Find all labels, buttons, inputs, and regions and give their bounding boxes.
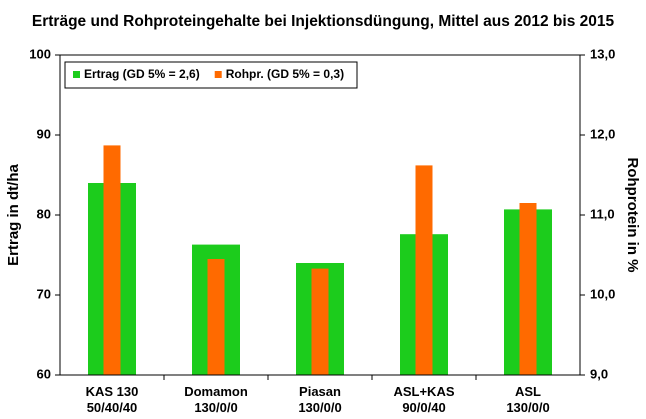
x-tick-label: ASL+KAS 90/0/40 bbox=[393, 384, 454, 415]
legend-label: Ertrag (GD 5% = 2,6) bbox=[84, 67, 200, 81]
x-tick-label-line: 130/0/0 bbox=[298, 400, 341, 415]
x-tick-label: Domamon 130/0/0 bbox=[184, 384, 248, 415]
bar bbox=[311, 268, 329, 375]
plot-frame bbox=[59, 54, 581, 376]
x-tick-label-line: 90/0/40 bbox=[402, 400, 445, 415]
y-tick-label: 90 bbox=[37, 126, 51, 141]
chart-title: Erträge und Rohproteingehalte bei Injekt… bbox=[32, 13, 615, 30]
bar bbox=[103, 145, 121, 375]
bar bbox=[415, 165, 433, 375]
y-tick-label: 60 bbox=[37, 366, 51, 381]
x-tick-label-line: KAS 130 bbox=[86, 384, 139, 399]
x-tick-label-line: Domamon bbox=[184, 384, 248, 399]
x-tick-label: KAS 130 50/40/40 bbox=[86, 384, 139, 415]
y2-tick-label: 9,0 bbox=[590, 366, 608, 381]
legend-swatch bbox=[214, 71, 222, 78]
legend-label: Rohpr. (GD 5% = 0,3) bbox=[226, 67, 344, 81]
y-tick-label: 80 bbox=[37, 206, 51, 221]
y-tick-label: 70 bbox=[37, 286, 51, 301]
bar bbox=[207, 259, 225, 375]
y-tick-label: 100 bbox=[29, 46, 51, 61]
legend-swatch bbox=[73, 71, 80, 78]
x-tick-label-line: Piasan bbox=[299, 384, 341, 399]
y2-tick-label: 13,0 bbox=[590, 46, 615, 61]
x-tick-label-line: ASL+KAS bbox=[393, 384, 454, 399]
x-tick-label-line: ASL bbox=[515, 384, 541, 399]
y2-tick-label: 10,0 bbox=[590, 286, 615, 301]
x-tick-label-line: 50/40/40 bbox=[87, 400, 138, 415]
y2-tick-label: 11,0 bbox=[590, 206, 615, 221]
y2-tick-label: 12,0 bbox=[590, 126, 615, 141]
x-tick-label-line: 130/0/0 bbox=[506, 400, 549, 415]
x-tick-label-line: 130/0/0 bbox=[194, 400, 237, 415]
y2-axis-title: Rohprotein in % bbox=[624, 158, 641, 273]
legend-box bbox=[64, 61, 358, 89]
bar bbox=[519, 203, 537, 375]
y-axis-title: Ertrag in dt/ha bbox=[5, 164, 22, 266]
x-tick-label: ASL 130/0/0 bbox=[506, 384, 549, 415]
x-tick-label: Piasan 130/0/0 bbox=[298, 384, 341, 415]
